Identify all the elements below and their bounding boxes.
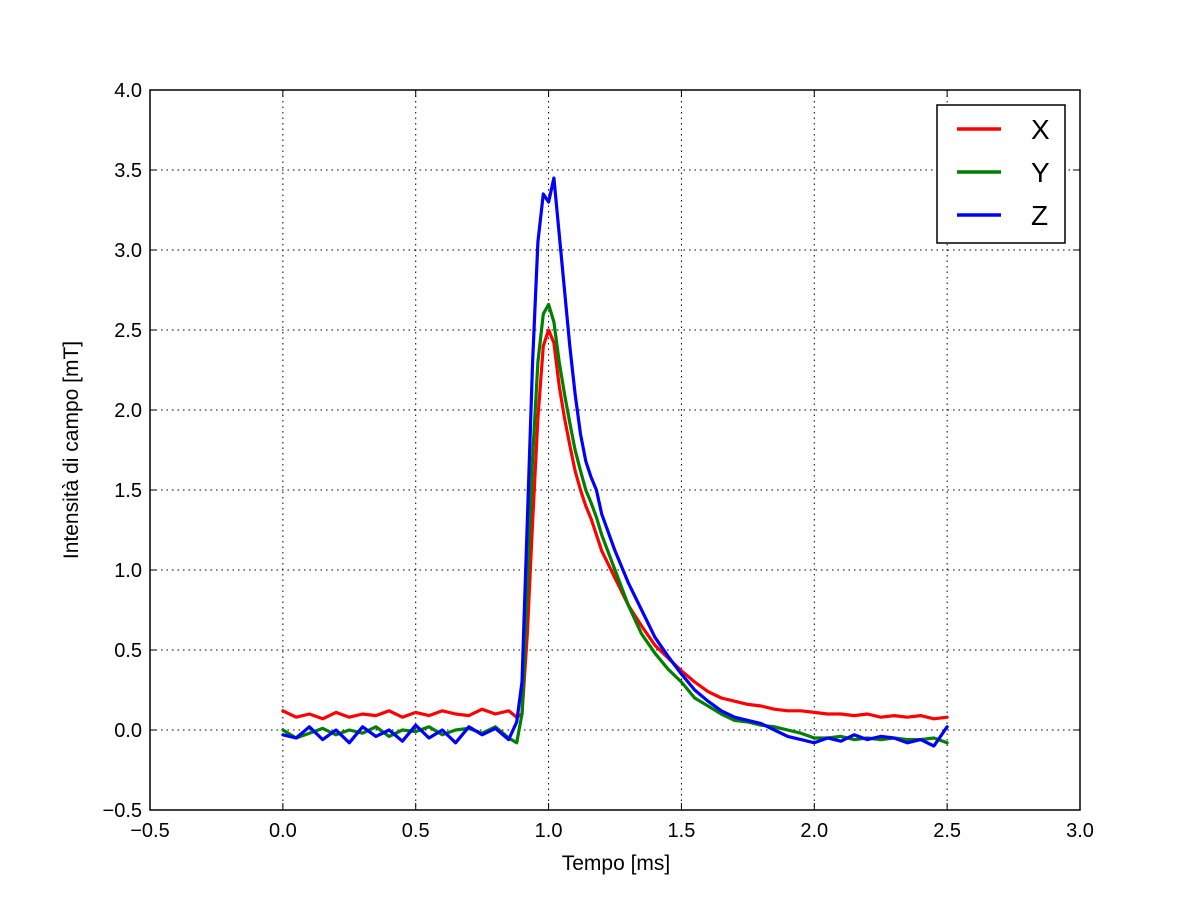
x-tick-label: 2.0 [800,820,828,842]
x-tick-label: 3.0 [1066,820,1094,842]
plot-area-frame [149,89,1081,811]
series-line-x [281,328,949,721]
x-tick-label: 0.5 [402,820,430,842]
y-tick-label: 0.5 [114,640,142,662]
x-tick-label: 2.5 [933,820,961,842]
y-axis-label: Intensità di campo [mT] [60,341,83,559]
legend-label-x: X [1031,114,1050,145]
y-tick-label: −0.5 [103,800,142,822]
y-tick-label: 2.5 [114,320,142,342]
axis-ticks: −0.5 0.0 0.5 1.0 1.5 2.0 2.5 3.0 −0.5 0.0 0.5 1.0 1.… [103,80,1094,842]
legend: XYZ [936,104,1066,244]
y-tick-label: 1.5 [114,480,142,502]
legend-label-y: Y [1031,157,1050,188]
y-tick-label: 1.0 [114,560,142,582]
y-tick-label: 3.5 [114,160,142,182]
series-line-y [281,302,949,745]
x-tick-label: 1.5 [668,820,696,842]
x-tick-label: 0.0 [269,820,297,842]
y-tick-label: 3.0 [114,240,142,262]
series-line-z [281,176,949,748]
y-tick-label: 2.0 [114,400,142,422]
y-tick-label: 4.0 [114,80,142,102]
x-axis-label: Tempo [ms] [562,852,671,875]
y-tick-label: 0.0 [114,720,142,742]
legend-label-z: Z [1031,200,1048,231]
series-layer [281,176,949,748]
x-tick-label: 1.0 [535,820,563,842]
x-tick-label: −0.5 [130,820,169,842]
